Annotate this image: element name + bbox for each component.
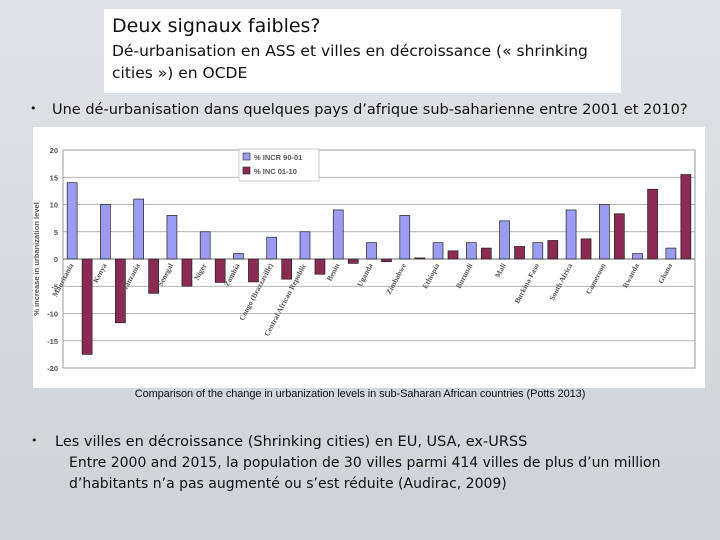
bar-incr-90-01 xyxy=(266,236,278,260)
bar-inc-01-10 xyxy=(381,258,392,263)
bar-incr-90-01 xyxy=(632,253,643,260)
bar-incr-90-01 xyxy=(366,242,377,260)
bar-incr-90-01 xyxy=(599,204,610,260)
bar-inc-01-10 xyxy=(680,174,692,260)
bar-inc-01-10 xyxy=(248,258,259,283)
bar-incr-90-01 xyxy=(199,231,211,260)
y-tick-label: -15 xyxy=(47,337,58,346)
legend-label: % INCR 90-01 xyxy=(254,153,302,162)
bar-incr-90-01 xyxy=(66,182,78,260)
bullet-icon: • xyxy=(31,434,38,447)
bullet-deurbanisation: • Une dé-urbanisation dans quelques pays … xyxy=(30,99,688,120)
bar-incr-90-01 xyxy=(233,253,244,260)
bar-inc-01-10 xyxy=(613,213,625,260)
bar-incr-90-01 xyxy=(532,242,544,260)
bar-incr-90-01 xyxy=(133,198,145,260)
chart-frame: 20 15 10 5 0 -5 -10 -15 -20 % increase in urbaniz… xyxy=(33,127,705,388)
bar-incr-90-01 xyxy=(465,242,477,260)
y-axis-label: % increase in urbanization level xyxy=(33,202,41,315)
bullet-shrinking-cities-text: Les villes en décroissance (Shrinking ci… xyxy=(55,434,528,450)
bar-incr-90-01 xyxy=(665,247,677,260)
slide-subtitle: Dé-urbanisation en ASS et villes en décr… xyxy=(112,42,588,82)
legend-swatch xyxy=(242,152,251,161)
y-tick-label: 10 xyxy=(50,201,58,210)
bar-chart: 20 15 10 5 0 -5 -10 -15 -20 % increase in urbaniz… xyxy=(33,146,696,373)
bar-inc-01-10 xyxy=(214,258,226,283)
bar-inc-01-10 xyxy=(148,258,159,294)
bar-incr-90-01 xyxy=(100,204,111,260)
bar-incr-90-01 xyxy=(332,209,344,260)
legend-swatch xyxy=(242,166,251,175)
bar-inc-01-10 xyxy=(181,258,193,287)
shrinking-cities-detail: Entre 2000 and 2015, la population de 30… xyxy=(69,455,661,492)
bullet-shrinking-cities: • Les villes en décroissance (Shrinking c… xyxy=(31,431,527,452)
bar-inc-01-10 xyxy=(314,258,326,275)
bar-inc-01-10 xyxy=(547,240,559,260)
slide-title: Deux signaux faibles? xyxy=(112,15,321,37)
bar-inc-01-10 xyxy=(414,257,426,260)
y-tick-label: 20 xyxy=(50,146,58,155)
chart-caption: Comparison of the change in urbanization… xyxy=(134,388,586,400)
bar-incr-90-01 xyxy=(399,215,411,260)
y-tick-label: 0 xyxy=(54,255,58,264)
bar-incr-90-01 xyxy=(166,215,178,260)
y-tick-label: -5 xyxy=(51,282,58,291)
bar-inc-01-10 xyxy=(647,188,658,260)
y-tick-label: 15 xyxy=(50,173,58,182)
bar-inc-01-10 xyxy=(580,238,592,260)
bar-incr-90-01 xyxy=(499,220,510,260)
bar-inc-01-10 xyxy=(514,246,525,260)
bar-incr-90-01 xyxy=(565,209,577,260)
y-tick-label: -20 xyxy=(47,364,58,373)
bar-inc-01-10 xyxy=(81,258,93,355)
title-box: Deux signaux faibles? Dé-urbanisation en… xyxy=(104,9,621,93)
bar-inc-01-10 xyxy=(447,250,459,260)
bar-inc-01-10 xyxy=(115,258,126,324)
bar-inc-01-10 xyxy=(480,247,492,260)
y-tick-label: -10 xyxy=(47,310,58,319)
bar-inc-01-10 xyxy=(347,258,359,264)
bar-incr-90-01 xyxy=(432,242,444,260)
legend-label: % INC 01-10 xyxy=(254,167,297,176)
legend-box xyxy=(238,148,320,182)
bullet-deurbanisation-text: Une dé-urbanisation dans quelques pays d… xyxy=(52,102,688,118)
bar-inc-01-10 xyxy=(281,258,293,280)
y-tick-label: 5 xyxy=(54,228,58,237)
bullet-icon: • xyxy=(30,102,37,115)
bar-incr-90-01 xyxy=(299,231,311,260)
